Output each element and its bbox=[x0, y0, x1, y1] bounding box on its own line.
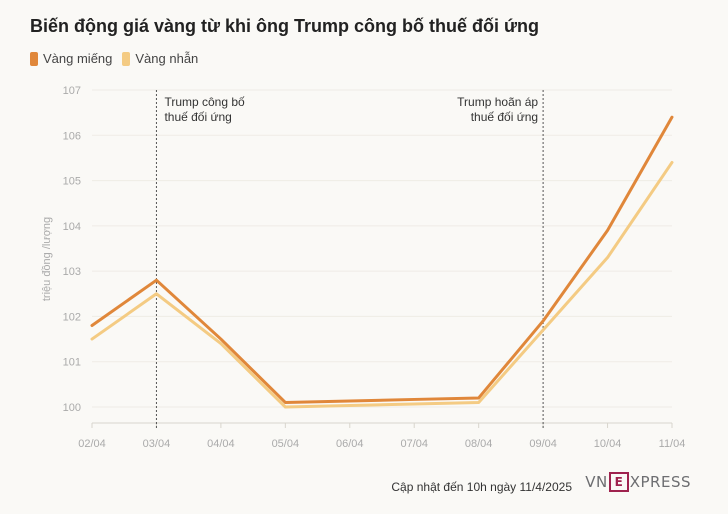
annotation-text: Trump hoãn áp bbox=[457, 95, 538, 109]
vnexpress-logo: VN E XPRESS bbox=[585, 472, 691, 492]
x-tick-label: 08/04 bbox=[465, 438, 493, 450]
x-tick-label: 05/04 bbox=[272, 438, 300, 450]
x-tick-label: 07/04 bbox=[400, 438, 428, 450]
legend-swatch-vang-nhan bbox=[122, 51, 131, 66]
x-tick-label: 03/04 bbox=[143, 438, 171, 450]
y-tick-label: 100 bbox=[63, 402, 81, 414]
footer: Cập nhật đến 10h ngày 11/4/2025 VN E XPR… bbox=[0, 472, 728, 496]
y-tick-label: 107 bbox=[63, 85, 81, 97]
chart-title: Biến động giá vàng từ khi ông Trump công… bbox=[30, 16, 540, 36]
series-line bbox=[90, 115, 674, 404]
line-chart: 100 101 102 103 104 105 106 107 triệu đồng /lượn… bbox=[41, 85, 686, 450]
logo-text-left: VN bbox=[585, 473, 608, 491]
y-tick-label: 104 bbox=[63, 221, 81, 233]
legend-item-vang-nhan: Vàng nhẫn bbox=[122, 51, 198, 66]
series-line bbox=[90, 160, 674, 409]
y-tick-label: 102 bbox=[63, 311, 81, 323]
annotation-text: Trump công bố bbox=[164, 95, 245, 109]
y-axis-label: triệu đồng /lượng bbox=[41, 217, 53, 301]
legend-label-vang-mieng: Vàng miếng bbox=[43, 51, 113, 66]
y-tick-label: 106 bbox=[63, 130, 81, 142]
x-tick-label: 02/04 bbox=[78, 438, 106, 450]
x-tick-label: 11/04 bbox=[659, 438, 686, 450]
annotation-text: thuế đối ứng bbox=[471, 110, 538, 124]
x-tick-label: 04/04 bbox=[207, 438, 235, 450]
y-tick-label: 101 bbox=[63, 357, 81, 369]
logo-text-right: XPRESS bbox=[629, 473, 691, 491]
legend-swatch-vang-mieng bbox=[30, 51, 38, 66]
update-note: Cập nhật đến 10h ngày 11/4/2025 bbox=[391, 480, 572, 494]
x-tick-label: 06/04 bbox=[336, 438, 364, 450]
legend: Vàng miếng Vàng nhẫn bbox=[30, 51, 208, 66]
x-tick-label: 10/04 bbox=[594, 438, 622, 450]
logo-e-mark: E bbox=[608, 472, 629, 492]
y-tick-label: 103 bbox=[63, 266, 81, 278]
x-tick-label: 09/04 bbox=[529, 438, 557, 450]
y-tick-label: 105 bbox=[63, 176, 81, 188]
legend-label-vang-nhan: Vàng nhẫn bbox=[135, 51, 199, 66]
annotation-text: thuế đối ứng bbox=[164, 110, 231, 124]
legend-item-vang-mieng: Vàng miếng bbox=[30, 51, 112, 66]
